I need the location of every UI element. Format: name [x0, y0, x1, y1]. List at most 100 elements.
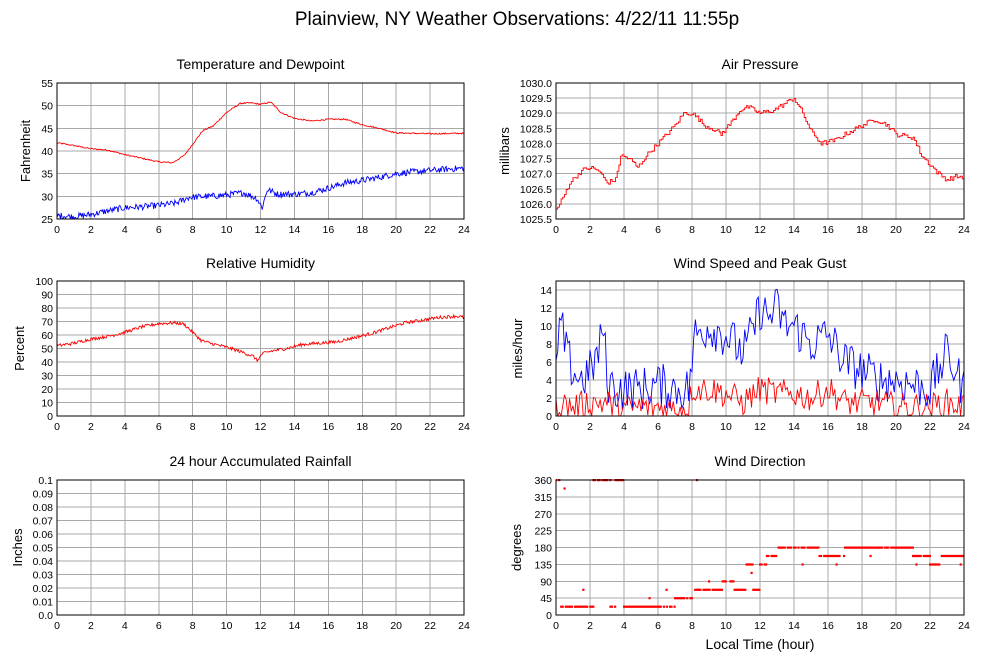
- direction-point: [570, 605, 573, 608]
- direction-point: [658, 605, 661, 608]
- temp-y-tick-label: 25: [41, 214, 53, 226]
- direction-point: [951, 554, 954, 558]
- direction-frame: [555, 479, 965, 616]
- direction-point: [806, 546, 809, 549]
- direction-x-tick-label: 2: [587, 620, 593, 632]
- pressure-x-tick-label: 24: [958, 224, 970, 236]
- direction-point: [647, 605, 650, 608]
- direction-y-axis-label: degrees: [509, 524, 524, 571]
- direction-x-tick-label: 4: [621, 620, 627, 632]
- direction-point: [809, 546, 812, 549]
- humidity-y-axis-label: Percent: [12, 326, 27, 371]
- wind-x-tick-label: 24: [958, 421, 970, 433]
- temp-x-tick-label: 22: [424, 224, 436, 236]
- direction-point: [668, 605, 672, 608]
- wind-x-tick-label: 2: [587, 421, 593, 433]
- direction-point: [949, 554, 953, 558]
- direction-point: [569, 605, 572, 608]
- direction-point: [656, 605, 659, 608]
- humidity-title: Relative Humidity: [206, 255, 315, 271]
- direction-point: [695, 588, 698, 591]
- direction-point: [887, 546, 890, 549]
- direction-point: [794, 546, 797, 549]
- direction-point: [924, 554, 927, 558]
- direction-x-tick-label: 6: [655, 620, 661, 632]
- direction-point: [860, 546, 863, 549]
- direction-point: [902, 546, 905, 549]
- pressure-x-tick-label: 14: [788, 224, 800, 236]
- direction-point: [932, 563, 935, 566]
- direction-point: [711, 588, 714, 591]
- direction-point: [948, 554, 951, 558]
- humidity-y-tick-label: 30: [41, 371, 53, 383]
- page-title: Plainview, NY Weather Observations: 4/22…: [295, 9, 739, 30]
- humidity-x-tick-label: 20: [390, 421, 402, 433]
- direction-point: [868, 546, 871, 549]
- direction-point: [783, 546, 786, 549]
- direction-point: [627, 605, 630, 608]
- temp-x-tick-label: 8: [190, 224, 196, 236]
- humidity-y-tick-label: 70: [41, 317, 53, 329]
- rain-y-tick-label: 0.05: [33, 543, 54, 555]
- direction-y-tick-label: 270: [534, 509, 552, 521]
- rain-x-tick-label: 16: [322, 620, 334, 632]
- direction-point: [775, 554, 778, 558]
- rain-x-tick-label: 12: [255, 620, 267, 632]
- direction-point: [904, 546, 907, 549]
- direction-point: [815, 546, 818, 549]
- direction-point: [953, 554, 956, 558]
- direction-point: [803, 546, 806, 549]
- direction-point: [632, 605, 635, 608]
- direction-point: [735, 588, 738, 591]
- pressure-y-axis-label: millibars: [497, 127, 512, 175]
- direction-point: [812, 546, 815, 549]
- direction-point: [563, 487, 566, 490]
- direction-point: [907, 546, 910, 549]
- pressure-x-tick-label: 10: [720, 224, 732, 236]
- direction-y-tick-label: 360: [534, 475, 552, 487]
- humidity-x-tick-label: 14: [289, 421, 301, 433]
- direction-point: [956, 554, 959, 558]
- wind-y-tick-label: 14: [540, 285, 552, 297]
- humidity-x-tick-label: 18: [356, 421, 368, 433]
- direction-point: [862, 546, 865, 549]
- direction-point: [564, 605, 567, 608]
- direction-point: [677, 597, 680, 600]
- pressure-x-tick-label: 4: [621, 224, 627, 236]
- direction-point: [905, 546, 908, 549]
- rain-x-tick-label: 0: [54, 620, 60, 632]
- direction-point: [580, 605, 583, 608]
- direction-point: [946, 554, 950, 558]
- direction-point: [823, 554, 826, 558]
- direction-point: [566, 605, 569, 608]
- direction-y-tick-label: 180: [534, 543, 552, 555]
- direction-point: [832, 554, 835, 558]
- direction-point: [662, 605, 665, 608]
- direction-point: [590, 605, 593, 608]
- direction-x-tick-label: 8: [689, 620, 695, 632]
- temp-series-line: [57, 101, 464, 164]
- rain-x-tick-label: 10: [221, 620, 233, 632]
- direction-point: [760, 563, 763, 566]
- rain-y-tick-label: 0.06: [33, 529, 54, 541]
- direction-point: [690, 597, 693, 600]
- direction-point: [741, 588, 744, 591]
- direction-point: [771, 554, 775, 558]
- temp-x-tick-label: 24: [458, 224, 470, 236]
- direction-point: [851, 546, 854, 549]
- direction-point: [589, 605, 592, 608]
- direction-point: [763, 563, 766, 566]
- direction-y-tick-label: 0: [546, 610, 552, 622]
- direction-point: [859, 546, 862, 549]
- wind-x-tick-label: 12: [754, 421, 766, 433]
- direction-point: [835, 563, 838, 566]
- direction-y-tick-label: 315: [534, 492, 552, 504]
- direction-point: [560, 605, 563, 608]
- direction-point: [786, 546, 789, 549]
- wind-y-tick-label: 2: [546, 393, 552, 405]
- direction-point: [708, 588, 711, 591]
- direction-point: [689, 597, 692, 600]
- direction-point: [721, 580, 724, 583]
